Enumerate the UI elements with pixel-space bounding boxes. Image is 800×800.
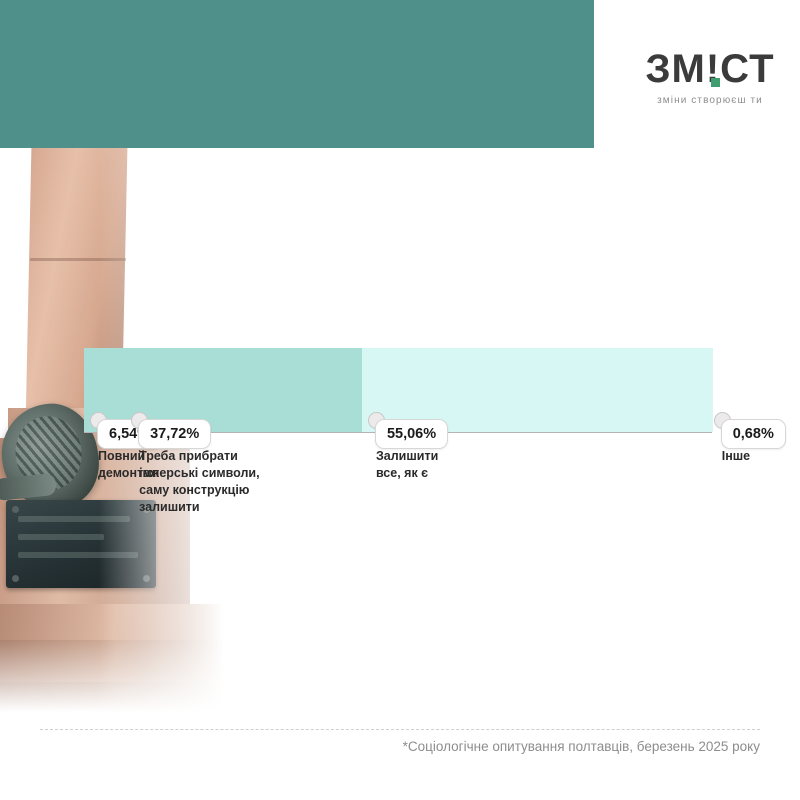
logo-tagline: зміни створюєш ти xyxy=(657,95,763,106)
footnote: *Соціологічне опитування полтавців, бере… xyxy=(402,739,760,754)
brand-logo: ЗМ!СТ зміни створюєш ти xyxy=(636,48,784,106)
category-label: Залишити все, як є xyxy=(375,449,439,480)
category-label: Повний демонтаж xyxy=(98,449,159,480)
logo-accent-dot-icon xyxy=(710,78,720,87)
chart-segment xyxy=(361,348,709,432)
footer-divider xyxy=(40,729,760,730)
value-label: 37,72% xyxy=(138,419,212,449)
chart-segment xyxy=(707,348,713,432)
header-band xyxy=(0,0,594,148)
category-label: Інше xyxy=(721,449,751,463)
logo-wordmark: ЗМ!СТ xyxy=(645,48,774,90)
value-label: 0,68% xyxy=(720,419,786,449)
logo-wordmark-text: ЗМ!СТ xyxy=(645,47,775,91)
value-label: 55,06% xyxy=(374,419,449,449)
chart-segment xyxy=(125,348,363,432)
chart-bar-track xyxy=(84,348,713,432)
category-label: Треба прибрати імперські символи, саму к… xyxy=(139,449,260,514)
photo-fade-bottom xyxy=(0,640,260,730)
